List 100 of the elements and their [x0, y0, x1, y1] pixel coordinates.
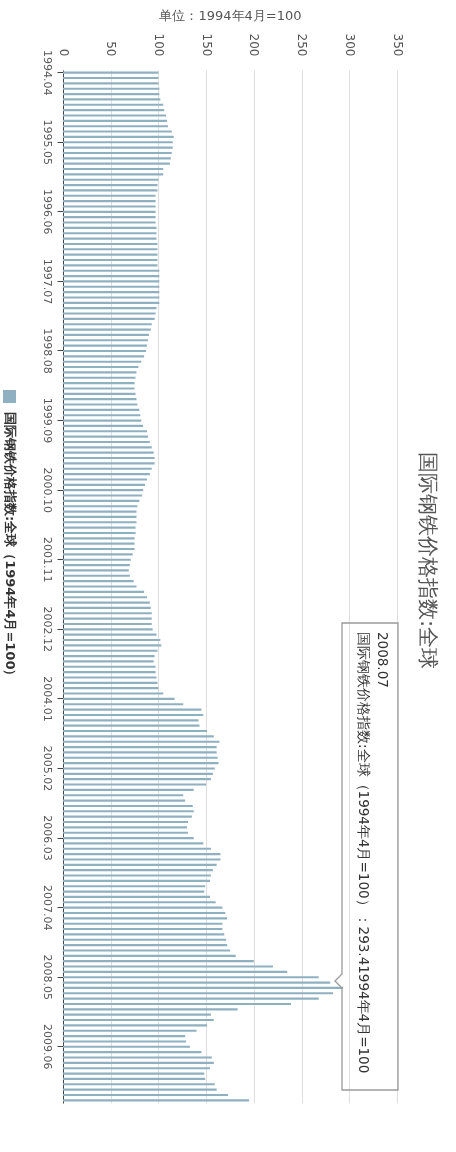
annotation: 2008.07: [375, 632, 391, 688]
bar: [63, 585, 137, 588]
bar: [63, 349, 147, 353]
bar: [63, 1024, 208, 1027]
bar: [63, 815, 192, 818]
bar: [63, 307, 157, 310]
bar: [63, 756, 218, 759]
bar: [63, 71, 159, 74]
bar: [63, 93, 160, 96]
bar: [63, 655, 155, 658]
bar: [63, 424, 144, 427]
bar: [63, 264, 158, 267]
bar: [63, 328, 151, 331]
bar: [63, 430, 147, 433]
bar: [63, 258, 158, 262]
bar: [63, 628, 153, 631]
bar: [63, 467, 152, 470]
bar: [63, 360, 142, 363]
bar: [63, 130, 172, 133]
bar: [63, 371, 137, 374]
bar: [63, 221, 156, 224]
bar: [63, 189, 158, 192]
bar: [63, 216, 156, 219]
y-tick-label: 1994.04: [40, 49, 54, 96]
y-tick-label: 2007.04: [40, 884, 54, 931]
bar: [63, 751, 217, 754]
bar: [63, 456, 155, 460]
bar: [63, 146, 173, 149]
bar: [63, 965, 273, 968]
bar: [63, 729, 208, 733]
bar: [63, 992, 334, 995]
bar: [63, 167, 164, 171]
bar: [63, 1061, 214, 1064]
bar: [63, 151, 172, 155]
bar: [63, 633, 157, 636]
bar: [63, 339, 148, 342]
bar: [63, 885, 206, 888]
annotation: 国际钢铁价格指数:全球（1994年4月=100）：293.41994年4月=100: [356, 632, 372, 1074]
bar: [63, 473, 150, 476]
bar: [63, 253, 158, 256]
bar: [63, 762, 219, 765]
bar: [63, 874, 211, 877]
bar: [63, 1013, 211, 1016]
bar: [63, 826, 188, 829]
bar: [63, 494, 143, 497]
bar: [63, 1008, 238, 1011]
bar: [63, 746, 217, 749]
bar: [63, 440, 150, 444]
bar: [63, 606, 151, 609]
bar: [63, 269, 160, 272]
bar: [63, 697, 175, 700]
bar: [63, 869, 213, 872]
bar: [63, 210, 156, 213]
bar: [63, 997, 319, 1000]
bar: [63, 526, 136, 529]
y-tick-label: 1998.08: [40, 328, 54, 374]
bar: [63, 1093, 229, 1097]
bar: [63, 713, 204, 717]
bar: [63, 981, 331, 984]
bar: [63, 671, 156, 674]
bar: [63, 419, 142, 422]
legend-label: 国际钢铁价格指数:全球（1994年4月=100）: [2, 412, 18, 683]
bar: [63, 242, 158, 246]
bar: [63, 119, 168, 122]
bar: [63, 719, 199, 722]
y-tick-label: 2000.10: [40, 467, 54, 513]
bar: [63, 82, 159, 85]
bar: [63, 1018, 214, 1022]
x-tick-label: 300: [342, 33, 357, 57]
bar: [63, 564, 130, 567]
bar: [63, 248, 158, 251]
y-tick-label: 2001.11: [40, 536, 54, 583]
bar: [63, 590, 145, 593]
bar: [63, 365, 139, 369]
bar: [63, 820, 189, 824]
bar: [63, 794, 184, 797]
bar: [63, 927, 223, 931]
bar: [63, 580, 134, 583]
bar: [63, 767, 215, 770]
bar: [63, 542, 135, 545]
bar: [63, 301, 160, 304]
y-tick-label: 2006.03: [40, 815, 54, 861]
bar: [63, 911, 226, 915]
bar: [63, 323, 152, 326]
bar: [63, 735, 214, 738]
bar: [63, 703, 184, 706]
bar: [63, 901, 216, 904]
bar: [63, 1072, 205, 1075]
bar: [63, 622, 152, 626]
bar: [63, 114, 167, 117]
bar: [63, 853, 221, 856]
bar: [63, 596, 147, 599]
bar: [63, 772, 213, 775]
bar: [63, 976, 319, 979]
bar: [63, 537, 135, 540]
bar: [63, 344, 147, 347]
x-tick-label: 350: [390, 33, 405, 57]
text: 国际钢铁价格指数:全球: [416, 451, 440, 670]
bar: [63, 638, 161, 642]
bar: [63, 687, 159, 690]
